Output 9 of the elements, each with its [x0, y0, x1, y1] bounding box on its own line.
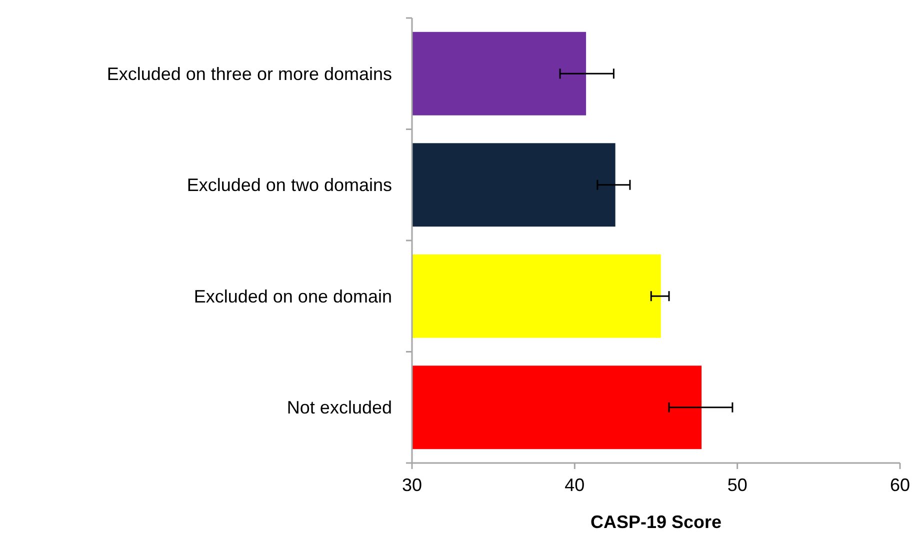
y-tick-label: Not excluded: [286, 398, 392, 418]
y-tick-label: Excluded on one domain: [194, 286, 392, 306]
x-tick-label: 50: [727, 475, 748, 495]
y-tick-label: Excluded on two domains: [186, 175, 392, 196]
y-tick-label: Excluded on three or more domains: [106, 64, 392, 84]
x-tick-label: 60: [890, 475, 910, 495]
x-tick-label: 40: [564, 475, 585, 495]
x-axis-title: CASP-19 Score: [590, 512, 722, 532]
x-tick-label: 30: [402, 475, 422, 495]
